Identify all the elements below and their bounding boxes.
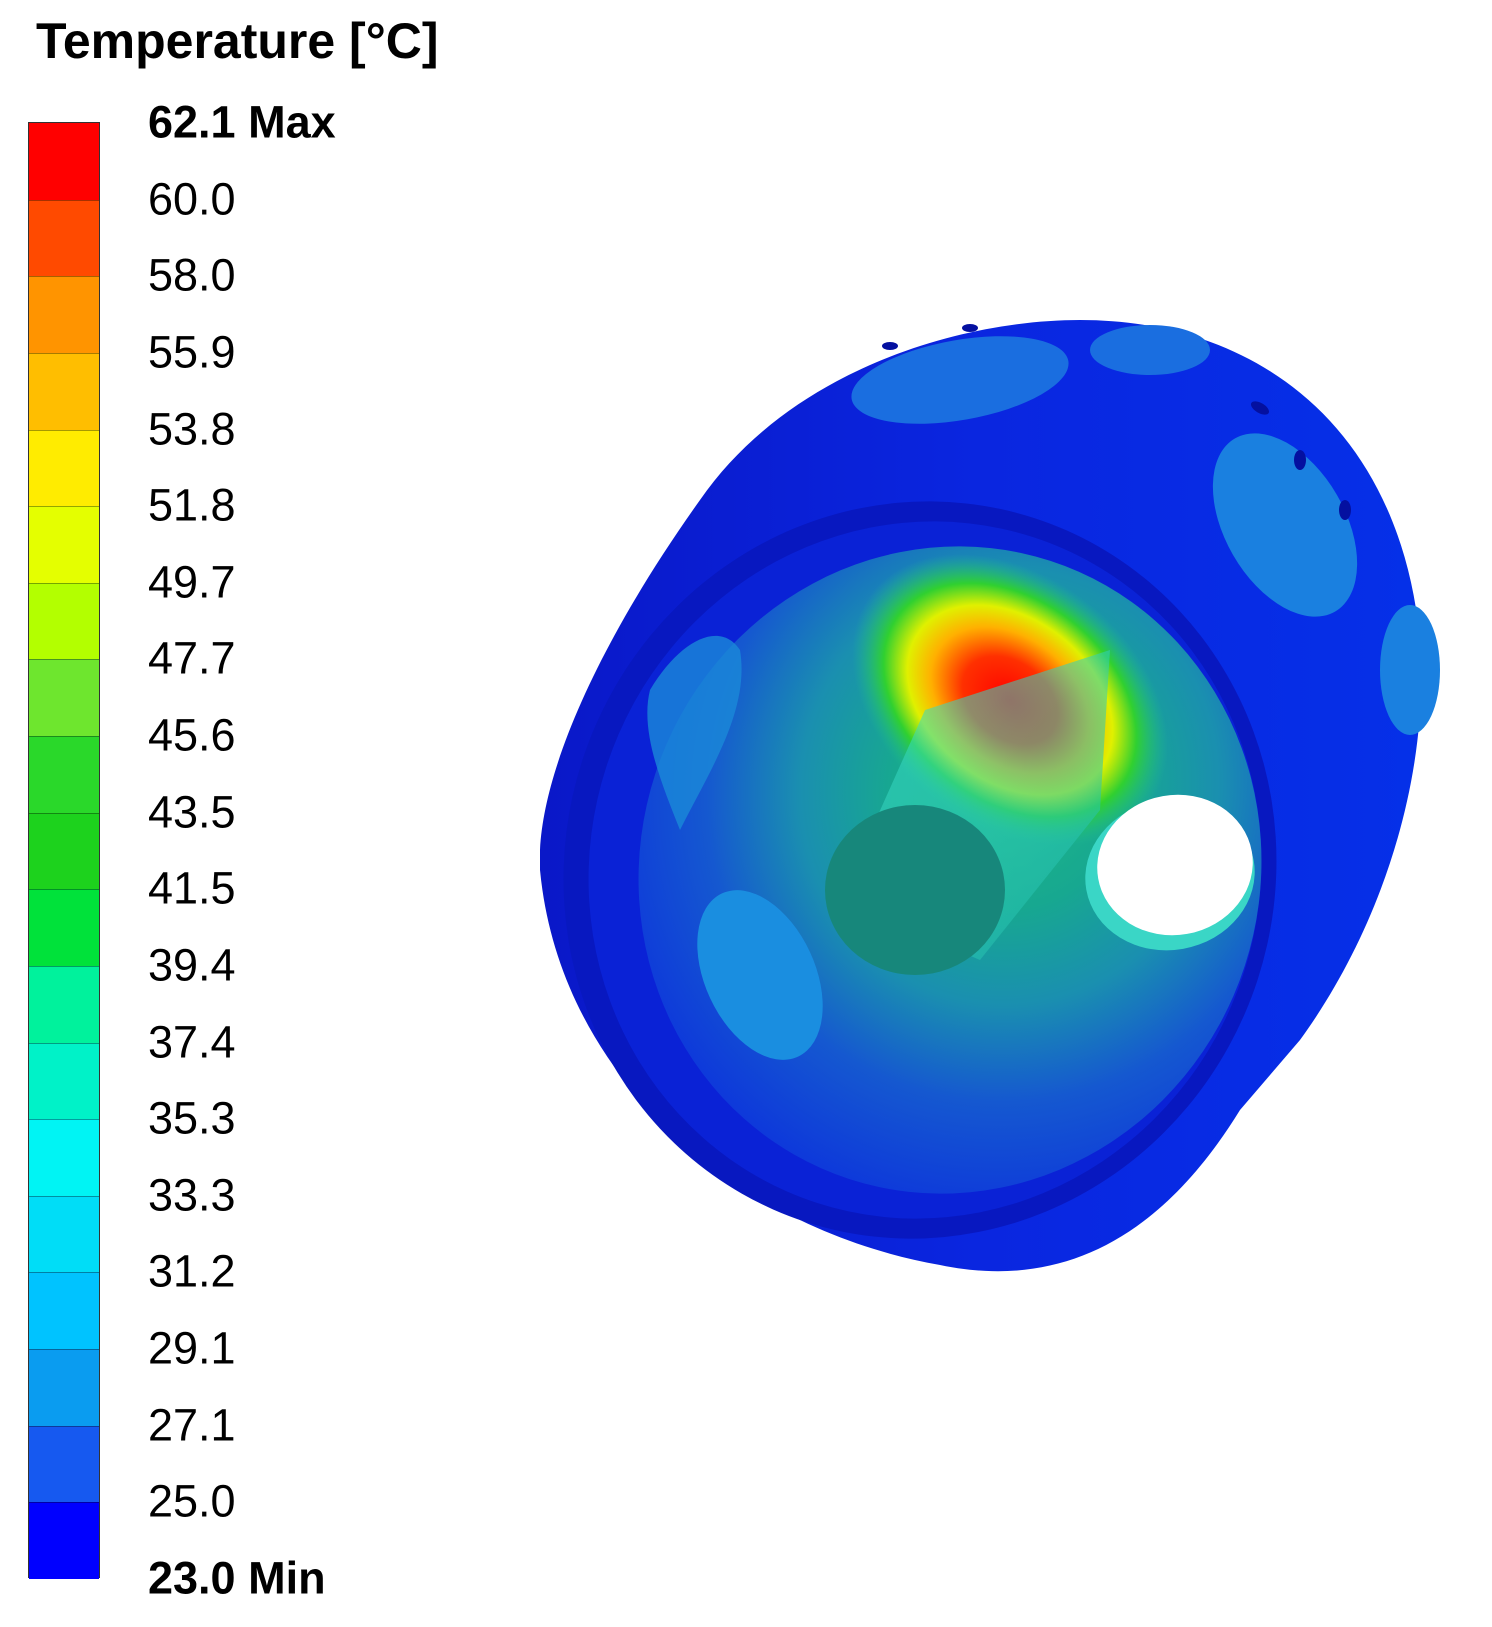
shell-hole	[1294, 450, 1306, 470]
shell-patch	[1212, 433, 1358, 617]
shell-hole	[962, 324, 978, 332]
color-band	[29, 276, 99, 353]
shell-hole	[1339, 500, 1351, 520]
hole	[1097, 794, 1253, 936]
legend-tick-label: 53.8	[148, 403, 236, 455]
legend-tick-label: 31.2	[148, 1245, 236, 1297]
color-band	[29, 1119, 99, 1196]
legend-tick-label: 47.7	[148, 632, 236, 684]
legend-tick-label: 25.0	[148, 1475, 236, 1527]
color-band	[29, 1042, 99, 1120]
legend-tick-label: 55.9	[148, 326, 236, 378]
color-band	[29, 199, 99, 277]
legend-tick-label: 45.6	[148, 709, 236, 761]
color-band	[29, 1502, 99, 1579]
shell-hole	[882, 342, 898, 350]
legend-tick-label: 37.4	[148, 1016, 236, 1068]
color-band	[29, 659, 99, 737]
legend-tick-label: 33.3	[148, 1169, 236, 1221]
cylinder-contour-plot	[540, 320, 1440, 1272]
color-band	[29, 1272, 99, 1350]
legend-tick-label: 29.1	[148, 1322, 236, 1374]
legend-max-label: 62.1 Max	[148, 96, 336, 148]
legend-tick-label: 41.5	[148, 862, 236, 914]
color-band	[29, 1425, 99, 1503]
legend-tick-label: 49.7	[148, 556, 236, 608]
color-band	[29, 352, 99, 430]
pin-end-face	[825, 805, 1005, 975]
inner-band	[697, 890, 823, 1060]
shell-patch	[1090, 325, 1210, 375]
legend-min-label: 23.0 Min	[148, 1552, 326, 1604]
color-band	[29, 582, 99, 660]
shell-hole	[1250, 401, 1270, 415]
color-band	[29, 1349, 99, 1426]
shell-patch	[1380, 605, 1440, 735]
color-band	[29, 506, 99, 583]
shell-patch	[851, 336, 1069, 424]
legend-tick-label: 27.1	[148, 1399, 236, 1451]
legend-tick-label: 39.4	[148, 939, 236, 991]
legend-tick-label: 58.0	[148, 249, 236, 301]
color-band	[29, 429, 99, 507]
legend-tick-label: 35.3	[148, 1092, 236, 1144]
legend-tick-label: 51.8	[148, 479, 236, 531]
color-band	[29, 965, 99, 1043]
legend-title: Temperature [°C]	[36, 13, 439, 69]
legend-tick-label: 43.5	[148, 786, 236, 838]
color-band	[29, 889, 99, 966]
color-band	[29, 812, 99, 890]
color-band	[29, 1195, 99, 1273]
color-bar	[28, 122, 100, 1579]
legend-tick-label: 60.0	[148, 173, 236, 225]
color-band	[29, 736, 99, 813]
color-band	[29, 123, 99, 200]
inner-band	[647, 635, 742, 830]
